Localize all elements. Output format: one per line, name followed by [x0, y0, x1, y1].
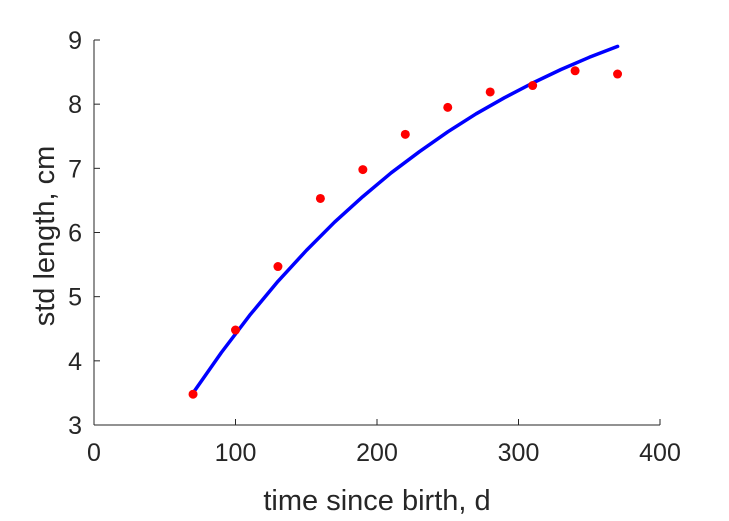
data-point: [528, 81, 538, 91]
plot-area: [188, 44, 623, 399]
x-tick-label: 200: [356, 439, 398, 467]
x-tick-label: 300: [498, 439, 540, 467]
y-tick-label: 7: [68, 155, 82, 183]
x-axis-label: time since birth, d: [263, 485, 490, 517]
x-tick-label: 400: [639, 439, 681, 467]
x-ticks: 0 100 200 300 400: [87, 419, 681, 467]
data-point: [443, 102, 453, 112]
data-point: [188, 389, 198, 399]
y-tick-label: 5: [68, 284, 82, 312]
axes: [93, 40, 660, 426]
y-ticks: 3 4 5 6 7 8 9: [68, 27, 100, 440]
data-point: [273, 262, 283, 272]
y-tick-label: 6: [68, 220, 82, 248]
y-tick-label: 4: [68, 348, 82, 376]
data-point: [315, 193, 325, 203]
data-point: [400, 129, 410, 139]
y-tick-label: 8: [68, 91, 82, 119]
y-axis-label: std length, cm: [29, 146, 61, 327]
y-tick-label: 9: [68, 27, 82, 55]
fit-curve: [191, 44, 620, 395]
data-point: [613, 69, 623, 79]
x-tick-label: 100: [215, 439, 257, 467]
x-tick-label: 0: [87, 439, 101, 467]
data-point: [570, 66, 580, 76]
y-tick-label: 3: [68, 412, 82, 440]
data-point: [231, 325, 240, 335]
data-point: [358, 165, 368, 175]
data-point: [485, 87, 495, 97]
